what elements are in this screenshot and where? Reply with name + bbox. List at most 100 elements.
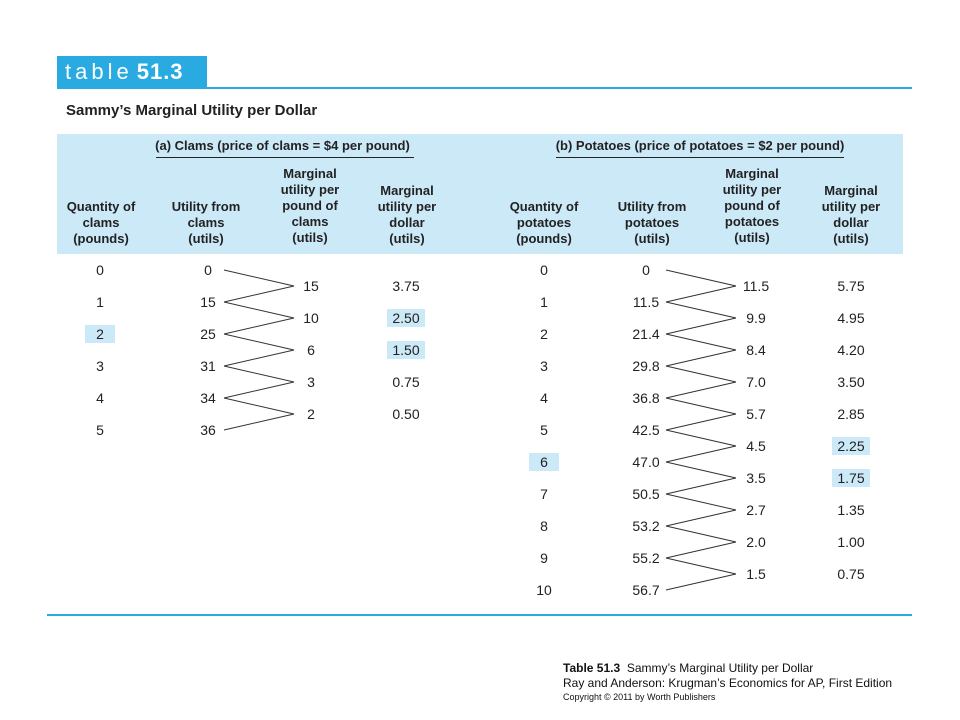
marginal-utility-cell: 2 <box>307 406 315 422</box>
connector-line <box>223 333 295 351</box>
utility-cell: 47.0 <box>632 454 660 470</box>
connector-line <box>665 381 737 399</box>
connector-line <box>665 525 737 543</box>
connector-line <box>665 397 737 415</box>
marginal-utility-cell: 5.7 <box>746 406 766 422</box>
caption-copyright: Copyright © 2011 by Worth Publishers <box>563 692 716 702</box>
col-header-clams-mud: Marginal utility per dollar (utils) <box>377 183 437 246</box>
utility-cell: 36 <box>200 422 216 438</box>
header-band <box>57 134 903 254</box>
marginal-utility-cell: 2.7 <box>746 502 766 518</box>
utility-cell: 31 <box>200 358 216 374</box>
connector-line <box>665 301 737 319</box>
connector-line <box>665 509 737 527</box>
connector-line <box>665 461 737 479</box>
connector-line <box>665 317 737 335</box>
utility-cell: 42.5 <box>632 422 660 438</box>
connector-line <box>223 317 295 335</box>
table-number-tag: table 51.3 <box>57 56 207 88</box>
marginal-utility-cell: 4.5 <box>746 438 766 454</box>
connector-line <box>665 493 737 511</box>
quantity-cell: 5 <box>96 422 104 438</box>
marginal-utility-cell: 1.5 <box>746 566 766 582</box>
caption-source: Ray and Anderson: Krugman’s Economics fo… <box>563 676 893 690</box>
mu-per-dollar-cell: 3.50 <box>837 374 865 390</box>
connector-line <box>223 413 295 431</box>
connector-line <box>665 477 737 495</box>
quantity-cell: 3 <box>540 358 548 374</box>
mu-per-dollar-cell: 0.75 <box>837 566 865 582</box>
mu-per-dollar-cell: 1.50 <box>387 341 425 359</box>
connector-line <box>665 573 737 591</box>
marginal-utility-cell: 8.4 <box>746 342 766 358</box>
marginal-utility-cell: 3 <box>307 374 315 390</box>
quantity-cell: 6 <box>529 453 559 471</box>
connector-line <box>223 381 295 399</box>
marginal-utility-cell: 6 <box>307 342 315 358</box>
mu-per-dollar-cell: 4.95 <box>837 310 865 326</box>
marginal-utility-cell: 11.5 <box>742 278 770 294</box>
bottom-rule <box>47 614 912 616</box>
connector-line <box>223 301 295 319</box>
connector-line <box>665 285 737 303</box>
quantity-cell: 2 <box>85 325 115 343</box>
col-header-potatoes-mu: Marginal utility per pound of potatoes (util… <box>722 166 782 245</box>
connector-line <box>665 541 737 559</box>
utility-cell: 25 <box>200 326 216 342</box>
utility-cell: 0 <box>642 262 650 278</box>
connector-line <box>665 557 737 575</box>
quantity-cell: 4 <box>96 390 104 406</box>
marginal-utility-cell: 3.5 <box>746 470 766 486</box>
col-header-clams-mu: Marginal utility per pound of clams (utils) <box>280 166 340 245</box>
utility-cell: 56.7 <box>632 582 660 598</box>
utility-cell: 29.8 <box>632 358 660 374</box>
col-header-clams-utility: Utility from clams (utils) <box>171 199 241 246</box>
utility-cell: 21.4 <box>632 326 660 342</box>
quantity-cell: 1 <box>540 294 548 310</box>
connector-line <box>665 333 737 351</box>
marginal-utility-cell: 10 <box>303 310 319 326</box>
mu-per-dollar-cell: 0.75 <box>392 374 420 390</box>
connector-line <box>665 413 737 431</box>
connector-line <box>223 365 295 383</box>
mu-per-dollar-cell: 2.50 <box>387 309 425 327</box>
utility-cell: 15 <box>200 294 216 310</box>
mu-per-dollar-cell: 1.35 <box>837 502 865 518</box>
mu-per-dollar-cell: 2.85 <box>837 406 865 422</box>
mu-per-dollar-cell: 1.75 <box>832 469 870 487</box>
utility-cell: 53.2 <box>632 518 660 534</box>
table-title: Sammy’s Marginal Utility per Dollar <box>66 102 318 119</box>
connector-line <box>223 285 295 303</box>
table-number: 51.3 <box>136 59 184 84</box>
quantity-cell: 9 <box>540 550 548 566</box>
col-header-potatoes-utility: Utility from potatoes (utils) <box>617 199 687 246</box>
caption-label: Table 51.3 <box>563 661 621 675</box>
group-header-potatoes: (b) Potatoes (price of potatoes = $2 per… <box>555 138 845 153</box>
marginal-utility-cell: 2.0 <box>746 534 766 550</box>
utility-cell: 55.2 <box>632 550 660 566</box>
quantity-cell: 7 <box>540 486 548 502</box>
quantity-cell: 5 <box>540 422 548 438</box>
marginal-utility-cell: 15 <box>303 278 319 294</box>
group-underline-clams <box>156 157 414 158</box>
connector-line <box>223 397 295 415</box>
utility-cell: 0 <box>204 262 212 278</box>
quantity-cell: 0 <box>540 262 548 278</box>
connector-line <box>665 349 737 367</box>
quantity-cell: 4 <box>540 390 548 406</box>
quantity-cell: 2 <box>540 326 548 342</box>
figure-caption: Table 51.3 Sammy’s Marginal Utility per … <box>563 661 892 703</box>
utility-cell: 34 <box>200 390 216 406</box>
quantity-cell: 8 <box>540 518 548 534</box>
table-word: table <box>65 59 133 84</box>
connector-line <box>665 429 737 447</box>
mu-per-dollar-cell: 0.50 <box>392 406 420 422</box>
connector-line <box>223 269 295 287</box>
group-underline-potatoes <box>556 157 844 158</box>
utility-cell: 36.8 <box>632 390 660 406</box>
col-header-clams-qty: Quantity of clams (pounds) <box>66 199 136 246</box>
connector-line <box>223 349 295 367</box>
marginal-utility-cell: 9.9 <box>746 310 766 326</box>
col-header-potatoes-mud: Marginal utility per dollar (utils) <box>821 183 881 246</box>
quantity-cell: 10 <box>536 582 552 598</box>
